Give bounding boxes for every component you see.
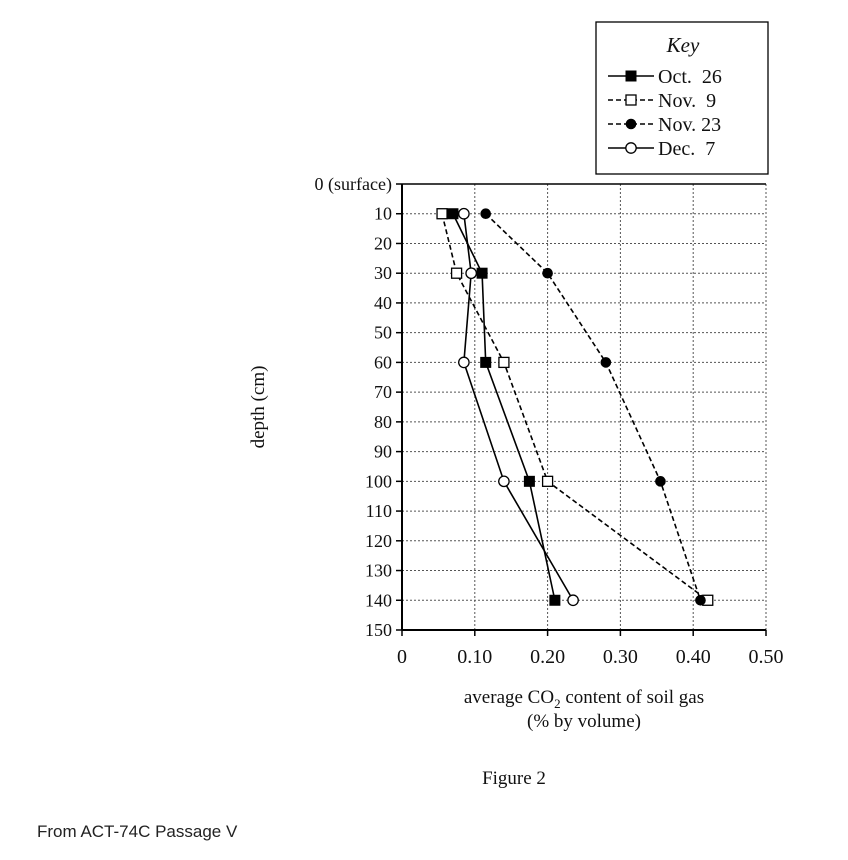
data-point-open-square: [450, 267, 463, 279]
y-tick-label: 120: [365, 531, 392, 551]
legend-label: Nov. 9: [658, 90, 716, 112]
gridlines: [402, 184, 767, 630]
x-tick-label: 0.50: [749, 646, 784, 668]
y-tick-label: 80: [374, 412, 392, 432]
x-tick-label: 0: [397, 646, 407, 668]
data-point-filled-square: [625, 70, 637, 82]
legend-label: Dec. 7: [658, 138, 715, 160]
data-point-open-square: [436, 208, 448, 220]
data-point-open-circle: [567, 594, 579, 607]
data-point-open-square: [625, 94, 637, 106]
legend-label: Nov. 23: [658, 114, 721, 136]
data-point-filled-circle: [542, 267, 553, 279]
y-tick-label: 0 (surface): [315, 174, 392, 195]
y-tick-label: 20: [374, 233, 392, 253]
y-tick-label: 70: [374, 382, 392, 402]
y-tick-label: 140: [365, 590, 392, 610]
x-tick-label: 0.30: [603, 646, 638, 668]
y-tick-label: 100: [365, 471, 392, 491]
y-tick-label: 60: [374, 352, 392, 372]
y-tick-label: 90: [374, 442, 392, 462]
data-point-filled-square: [476, 267, 488, 279]
data-point-filled-circle: [480, 208, 492, 220]
data-point-filled-square: [480, 356, 492, 368]
source-note: From ACT-74C Passage V: [37, 822, 238, 841]
x-tick-label: 0.20: [530, 646, 565, 668]
data-point-filled-square: [523, 475, 535, 487]
data-point-open-circle: [458, 207, 470, 220]
x-axis-label: average CO2 content of soil gas: [464, 687, 704, 711]
axes: [396, 183, 767, 636]
data-series: [436, 207, 714, 607]
data-point-open-circle: [625, 142, 637, 154]
series-line-2: [485, 213, 702, 601]
legend-title: Key: [666, 33, 700, 57]
y-tick-label: 30: [374, 263, 392, 283]
data-point-filled-circle: [695, 594, 706, 606]
x-axis-label-units: (% by volume): [527, 711, 641, 732]
data-point-filled-square: [447, 208, 459, 220]
y-tick-label: 50: [374, 323, 392, 343]
x-tick-label: 0.40: [676, 646, 711, 668]
y-tick-label: 130: [365, 561, 392, 581]
data-point-filled-circle: [600, 357, 612, 368]
data-point-filled-square: [549, 594, 561, 606]
data-point-open-circle: [465, 267, 478, 280]
chart-labels: 0 (surface) 10 20 30 40 50 60 70 80 90 100 110 120 13…: [248, 174, 784, 789]
data-point-open-circle: [458, 356, 470, 369]
data-point-filled-circle: [655, 476, 666, 487]
y-tick-label: 150: [365, 620, 392, 640]
y-tick-label: 110: [366, 501, 392, 521]
data-point-open-square: [541, 475, 554, 487]
data-point-open-circle: [498, 475, 510, 488]
y-axis-label: depth (cm): [248, 366, 269, 449]
figure-caption: Figure 2: [482, 768, 546, 789]
data-point-filled-circle: [625, 118, 637, 130]
data-point-open-square: [498, 356, 510, 369]
y-tick-label: 10: [374, 204, 392, 224]
x-tick-label: 0.10: [457, 646, 492, 668]
y-tick-label: 40: [374, 293, 392, 313]
legend-label: Oct. 26: [658, 66, 722, 88]
